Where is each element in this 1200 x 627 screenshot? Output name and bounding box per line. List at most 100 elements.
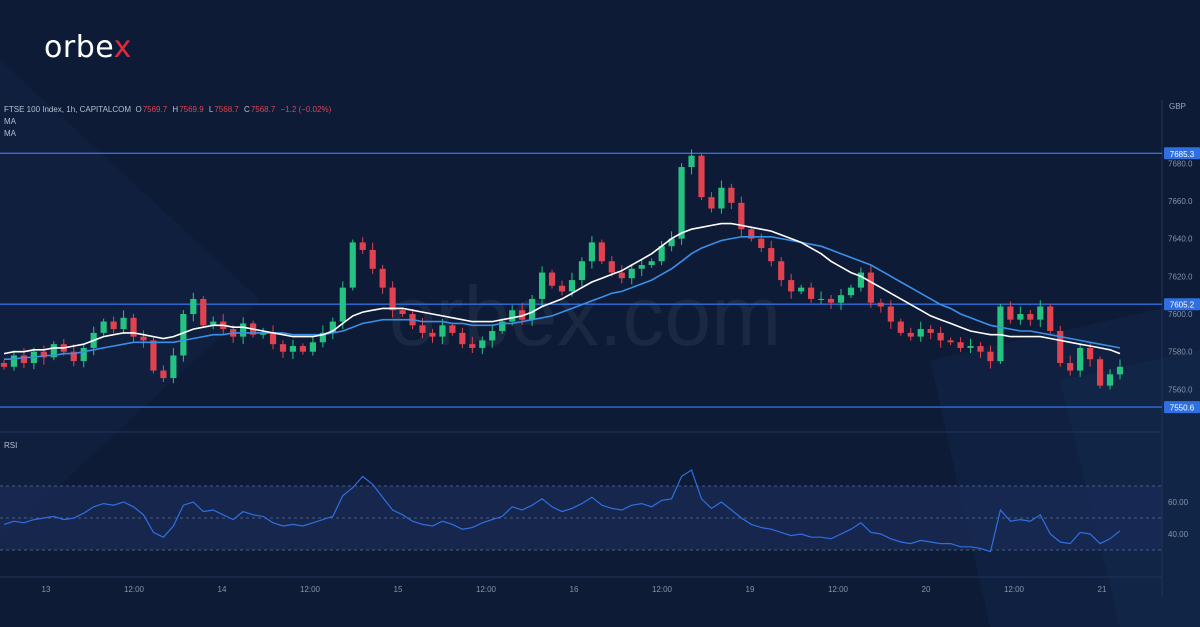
candle-body bbox=[1007, 306, 1014, 320]
candle-body bbox=[688, 155, 695, 168]
candle-body bbox=[339, 287, 346, 322]
candle-body bbox=[808, 287, 815, 299]
price-tick-label: 7600.0 bbox=[1168, 310, 1193, 319]
candle-body bbox=[798, 287, 805, 292]
candle-body bbox=[628, 268, 635, 279]
candle-body bbox=[120, 317, 127, 330]
grid-lines bbox=[0, 100, 1163, 597]
candle-body bbox=[359, 242, 366, 250]
candle-body bbox=[259, 332, 267, 335]
rsi-line bbox=[3, 469, 1121, 553]
candle-body bbox=[240, 323, 247, 337]
level-badge bbox=[1164, 147, 1200, 160]
candle-body bbox=[598, 242, 605, 262]
candle-body bbox=[548, 272, 556, 286]
time-tick-label: 12:00 bbox=[828, 585, 849, 594]
candle-body bbox=[977, 346, 984, 352]
legend-low: 7568.7 bbox=[214, 105, 239, 114]
rsi-indicator bbox=[3, 469, 1121, 553]
candle-body bbox=[857, 272, 865, 288]
candle-body bbox=[519, 310, 526, 320]
candle-body bbox=[778, 261, 785, 281]
candle-body bbox=[728, 187, 735, 203]
candle-body bbox=[618, 272, 625, 279]
candle-body bbox=[449, 325, 456, 333]
candle-body bbox=[907, 332, 914, 337]
brand-logo: orbex bbox=[44, 30, 132, 65]
candle-body bbox=[967, 346, 974, 348]
time-tick-label: 20 bbox=[922, 585, 931, 594]
candle-body bbox=[329, 321, 336, 333]
ma-slow-line bbox=[4, 236, 1121, 360]
candle-body bbox=[160, 370, 167, 379]
candle-body bbox=[140, 336, 147, 341]
price-tick-label: 7560.0 bbox=[1168, 385, 1193, 394]
candle-body bbox=[927, 329, 934, 333]
candle-body bbox=[847, 287, 855, 296]
candle-body bbox=[1047, 306, 1054, 331]
legend-high-label: H bbox=[172, 105, 179, 114]
rsi-label: RSI bbox=[4, 441, 18, 450]
candle-body bbox=[568, 280, 576, 292]
candle-body bbox=[1096, 359, 1104, 386]
candle-body bbox=[150, 340, 157, 371]
candle-body bbox=[558, 285, 566, 292]
candle-body bbox=[817, 298, 825, 300]
candle-body bbox=[678, 167, 685, 239]
candle-body bbox=[389, 287, 396, 311]
time-tick-label: 12:00 bbox=[476, 585, 497, 594]
candle-body bbox=[0, 363, 8, 367]
time-tick-label: 12:00 bbox=[300, 585, 321, 594]
candle-body bbox=[50, 344, 57, 358]
candle-body bbox=[947, 340, 954, 343]
candle-body bbox=[1106, 374, 1114, 386]
candle-body bbox=[1057, 330, 1064, 364]
candle-body bbox=[768, 248, 775, 262]
brand-logo-accent: x bbox=[113, 30, 132, 65]
candle-body bbox=[489, 330, 496, 341]
candle-body bbox=[718, 187, 725, 209]
candle-body bbox=[668, 238, 675, 247]
candle-body bbox=[997, 306, 1004, 362]
candle-body bbox=[170, 355, 177, 379]
level-badge-label: 7685.3 bbox=[1170, 150, 1195, 159]
legend-open-label: O bbox=[135, 105, 142, 114]
moving-averages bbox=[3, 222, 1121, 360]
candle-body bbox=[459, 332, 466, 345]
level-badge-label: 7605.2 bbox=[1170, 301, 1195, 310]
candle-body bbox=[1067, 363, 1074, 371]
legend-ma-fast: MA bbox=[4, 117, 16, 126]
candle-body bbox=[887, 306, 894, 322]
candle-body bbox=[190, 298, 197, 315]
time-tick-label: 12:00 bbox=[652, 585, 673, 594]
candle-body bbox=[1027, 314, 1034, 320]
candle-body bbox=[529, 298, 536, 320]
price-tick-label: 7680.0 bbox=[1168, 159, 1193, 168]
candle-body bbox=[648, 261, 655, 266]
time-tick-label: 12:00 bbox=[1004, 585, 1025, 594]
price-tick-label: 7620.0 bbox=[1168, 272, 1193, 281]
candle-body bbox=[867, 272, 874, 303]
candle-body bbox=[877, 302, 884, 307]
candle-body bbox=[788, 280, 795, 292]
candle-body bbox=[20, 355, 28, 364]
candle-body bbox=[479, 340, 486, 348]
candle-body bbox=[758, 238, 765, 249]
candle-body bbox=[180, 314, 187, 356]
rsi-tick-label: 40.00 bbox=[1168, 530, 1189, 539]
level-badge-label: 7550.6 bbox=[1170, 404, 1195, 413]
candle-body bbox=[578, 261, 586, 281]
legend-close: 7568.7 bbox=[250, 105, 276, 114]
candle-body bbox=[80, 347, 87, 362]
ma-fast-line bbox=[3, 222, 1121, 355]
candle-body bbox=[1077, 347, 1084, 371]
candle-body bbox=[379, 268, 386, 288]
candle-body bbox=[937, 332, 944, 341]
legend-open: 7569.7 bbox=[142, 105, 168, 114]
candle-body bbox=[708, 197, 715, 209]
candle-body bbox=[439, 325, 446, 337]
candle-body bbox=[638, 265, 645, 269]
candle-body bbox=[210, 321, 217, 326]
legend-high: 7569.9 bbox=[179, 105, 204, 114]
